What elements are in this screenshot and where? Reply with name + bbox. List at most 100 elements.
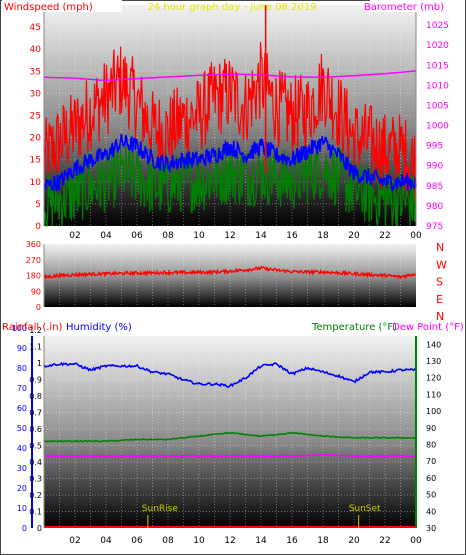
wind-x-tick-label: 18 — [317, 231, 329, 241]
barometer-y-tick-label: 985 — [426, 182, 443, 192]
wind-y-tick-label: 25 — [30, 112, 41, 122]
humidity-y-tick-label: 40 — [17, 444, 27, 453]
temperature-y-tick-label: 140 — [426, 340, 441, 349]
barometer-axis-label: Barometer (mb) — [364, 2, 444, 13]
barometer-series-line — [43, 70, 417, 82]
barometer-y-tick-label: 1010 — [426, 81, 449, 91]
rain-y-tick-label: 1.2 — [29, 326, 42, 335]
barometer-y-tick-label: 1020 — [426, 41, 449, 51]
rain-y-tick-label: 0 — [37, 524, 42, 533]
rain-y-tick-label: 1.1 — [29, 343, 42, 352]
temperature-y-tick-label: 80 — [426, 441, 436, 450]
temperature-y-tick-label: 40 — [426, 507, 436, 516]
humidity-y-tick-label: 70 — [17, 384, 27, 393]
wind-panel: 05101520253035404550 9759809859909951000… — [2, 0, 465, 241]
wind-x-tick-label: 22 — [379, 231, 390, 241]
climate-x-tick-label: 20 — [348, 536, 360, 546]
humidity-y-tick-label: 60 — [17, 404, 27, 413]
dewpoint-axis-label: Dew Point (°F) — [392, 322, 464, 333]
compass-label: E — [436, 293, 443, 306]
rain-y-tick-label: 0.7 — [29, 409, 42, 418]
rain-ticks: 0 0.1 0.2 0.3 0.4 0.5 0.6 0.7 0.8 0.9 1 1.1 1.2 — [29, 326, 42, 533]
direction-y-tick-label: 0 — [36, 303, 41, 312]
temperature-ticks: 30 40 50 60 70 80 90 100 110 120 130 140 — [426, 340, 441, 533]
climate-x-tick-label: 04 — [100, 536, 112, 546]
climate-x-tick-label: 12 — [224, 536, 235, 546]
windspeed-axis-label: Windspeed (mph) — [4, 2, 93, 13]
climate-x-tick-label: 08 — [162, 536, 174, 546]
wind-x-tick-label: 14 — [255, 231, 267, 241]
direction-y-tick-label: 360 — [26, 240, 41, 249]
humidity-y-tick-label: 100 — [12, 324, 27, 333]
climate-x-tick-label: 18 — [317, 536, 329, 546]
wind-y-tick-label: 45 — [30, 23, 41, 33]
rain-y-tick-label: 1 — [37, 359, 42, 368]
temperature-axis-label: Temperature (°F) — [311, 322, 397, 333]
temperature-y-tick-label: 70 — [426, 457, 436, 466]
humidity-y-tick-label: 90 — [17, 344, 27, 353]
temperature-y-tick-label: 50 — [426, 491, 436, 500]
direction-series — [43, 265, 417, 280]
climate-x-tick-label: 22 — [379, 536, 390, 546]
direction-series-line — [43, 265, 417, 280]
wind-series — [43, 5, 417, 227]
humidity-y-tick-label: 20 — [17, 484, 27, 493]
temperature-y-tick-label: 120 — [426, 374, 441, 383]
temperature-y-tick-label: 90 — [426, 424, 436, 433]
climate-plot-area — [44, 336, 416, 528]
wind-y-tick-label: 10 — [30, 178, 42, 188]
humidity-series-line — [43, 361, 417, 388]
rain-y-tick-label: 0.1 — [29, 508, 42, 517]
rainfall-axis-label: Rainfall (.in) — [2, 322, 63, 333]
humidity-y-tick-label: 80 — [17, 364, 27, 373]
humidity-y-tick-label: 0 — [22, 524, 27, 533]
temperature-y-tick-label: 130 — [426, 357, 441, 366]
humidity-y-tick-label: 30 — [17, 464, 27, 473]
sunset-label: SunSet — [349, 504, 381, 514]
wind-x-tick-label: 02 — [69, 231, 80, 241]
direction-y-tick-label: 90 — [31, 287, 41, 296]
temperature-y-tick-label: 30 — [426, 524, 436, 533]
climate-x-ticks: 02 04 06 08 10 12 14 16 18 20 22 00 — [69, 536, 422, 546]
climate-x-tick-label: 02 — [69, 536, 80, 546]
compass-label: N — [436, 310, 444, 323]
direction-y-tick-label: 180 — [26, 272, 41, 281]
rain-y-tick-label: 0.4 — [29, 458, 42, 467]
wind-y-tick-label: 15 — [30, 156, 41, 166]
climate-x-tick-label: 14 — [255, 536, 267, 546]
humidity-y-tick-label: 50 — [17, 424, 27, 433]
label-mask — [2, 0, 122, 12]
avg-wind-series-line — [43, 133, 417, 192]
climate-x-tick-label: 00 — [410, 536, 422, 546]
wind-x-tick-label: 20 — [348, 231, 360, 241]
barometer-y-tick-label: 990 — [426, 162, 443, 172]
sunrise-label: SunRise — [142, 504, 179, 514]
barometer-y-tick-label: 1000 — [426, 122, 449, 132]
rain-y-tick-label: 0.5 — [29, 442, 42, 451]
humidity-axis-label: Humidity (%) — [66, 322, 132, 333]
rain-y-tick-label: 0.2 — [29, 491, 42, 500]
wind-x-tick-label: 10 — [193, 231, 205, 241]
wind-x-tick-label: 08 — [162, 231, 174, 241]
temperature-series-line — [43, 431, 417, 443]
wind-x-tick-label: 06 — [131, 231, 143, 241]
temperature-y-tick-label: 60 — [426, 474, 436, 483]
barometer-y-tick-label: 1015 — [426, 61, 449, 71]
barometer-y-tick-label: 975 — [426, 222, 443, 232]
wind-y-tick-label: 30 — [30, 89, 42, 99]
wind-y-tick-label: 20 — [30, 134, 42, 144]
temperature-y-tick-label: 110 — [426, 390, 441, 399]
wind-x-tick-label: 12 — [224, 231, 235, 241]
gust-series-line — [43, 41, 417, 202]
wind-plot-area — [44, 5, 416, 226]
wind-x-tick-label: 04 — [100, 231, 112, 241]
humidity-y-tick-label: 10 — [17, 504, 27, 513]
compass-label: N — [436, 241, 444, 254]
rain-y-tick-label: 0.6 — [29, 425, 42, 434]
barometer-y-tick-label: 1005 — [426, 101, 449, 111]
rain-y-tick-label: 0.3 — [29, 475, 42, 484]
